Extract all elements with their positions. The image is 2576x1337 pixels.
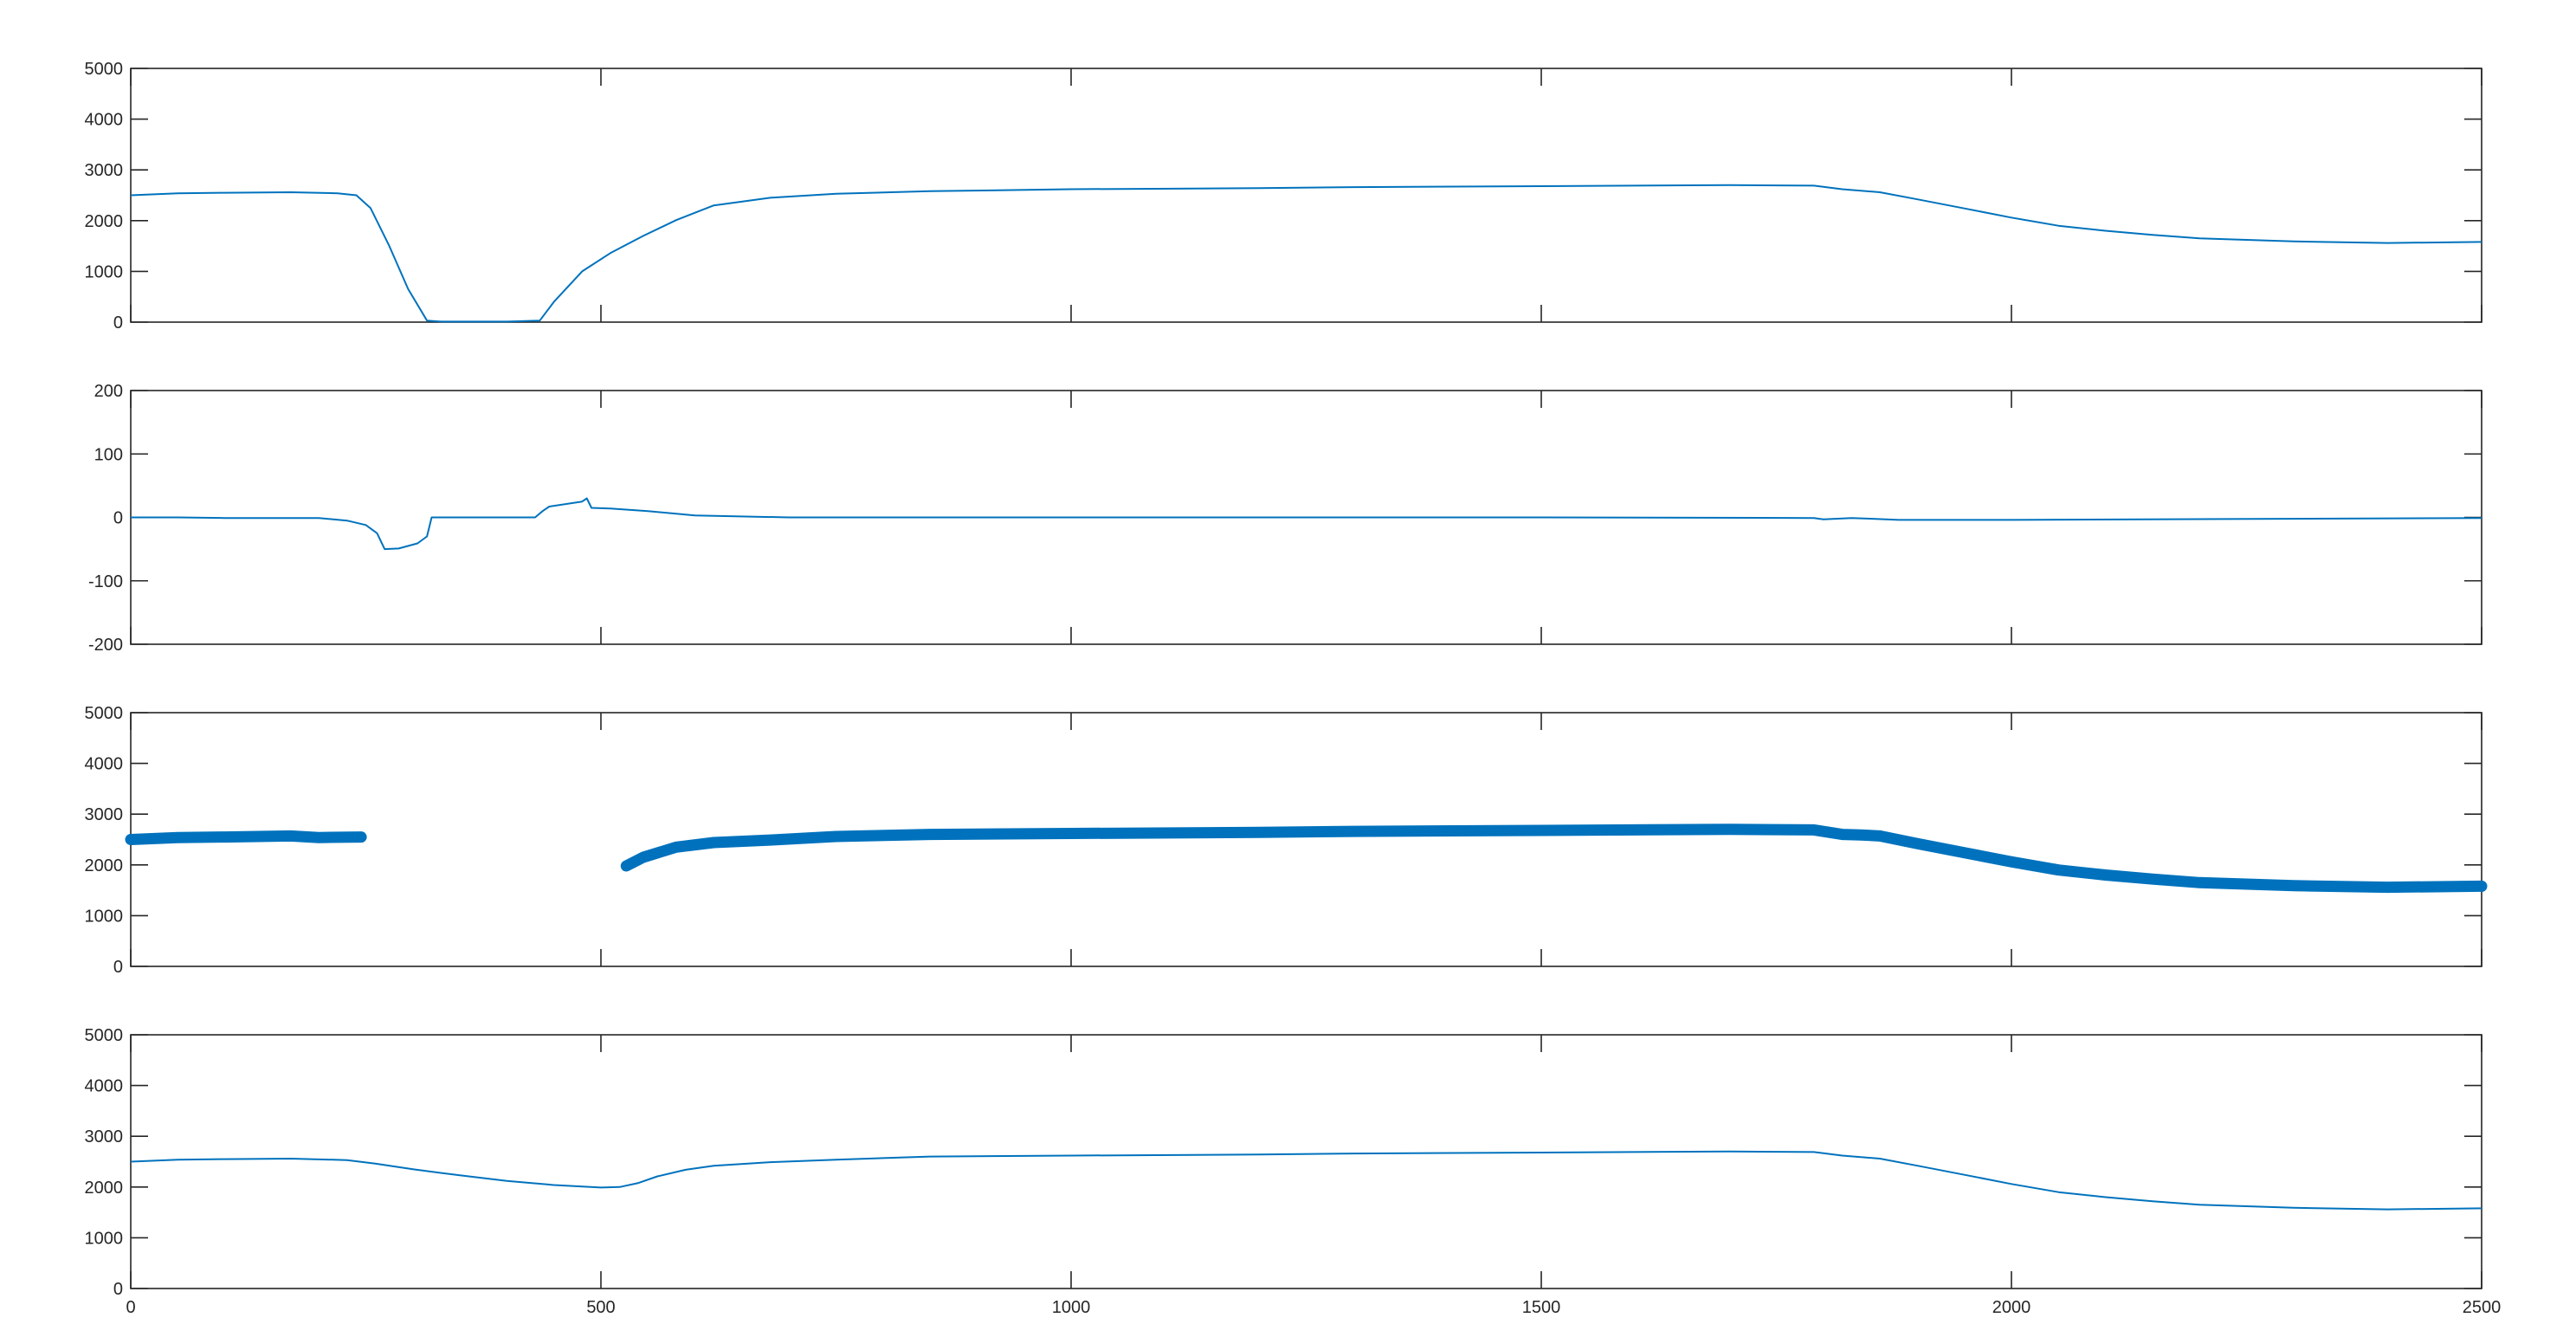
y-tick-label: 100 — [94, 445, 123, 464]
subplot-3: 0 1000 2000 3000 4000 5000 — [85, 704, 2488, 977]
x-tick-label: 1000 — [1052, 1298, 1091, 1317]
x-tick-label: 2000 — [1992, 1298, 2031, 1317]
series-line-valid-samples-2 — [620, 824, 2488, 894]
y-tick-label: -100 — [88, 572, 123, 591]
subplot-4: 0 1000 2000 3000 4000 5000 0 500 1000 1500 2000 250… — [85, 1026, 2502, 1317]
y-tick-label: 0 — [113, 1280, 123, 1299]
y-tick-label: 5000 — [85, 704, 124, 723]
y-tick-label: 1000 — [85, 262, 124, 281]
y-tick-label: 0 — [113, 509, 123, 528]
y-tick-label: 0 — [113, 313, 123, 333]
y-tick-label: 5000 — [85, 60, 124, 79]
y-tick-label: 2000 — [85, 1179, 124, 1198]
y-tick-label: 3000 — [85, 1127, 124, 1146]
y-tick-label: 2000 — [85, 212, 124, 231]
y-tick-label: 3000 — [85, 161, 124, 180]
series-line-valid-samples-1 — [125, 830, 367, 845]
y-tick-label: 4000 — [85, 1077, 124, 1096]
y-tick-label: -200 — [88, 636, 123, 655]
y-tick-label: 1000 — [85, 907, 124, 926]
series-line-derivative-1 — [131, 497, 2482, 551]
subplot-2: -200 -100 0 100 200 — [88, 382, 2482, 655]
y-tick-label: 4000 — [85, 111, 124, 130]
subplot-1: 0 1000 2000 3000 4000 5000 — [85, 60, 2482, 333]
series-line-signal-1 — [130, 184, 2482, 323]
y-tick-label: 5000 — [85, 1026, 124, 1045]
x-tick-label: 1500 — [1522, 1298, 1561, 1317]
y-tick-label: 0 — [113, 958, 123, 977]
y-tick-label: 3000 — [85, 805, 124, 824]
y-tick-label: 1000 — [85, 1229, 124, 1248]
y-tick-label: 200 — [94, 382, 123, 401]
x-tick-label: 0 — [126, 1298, 135, 1317]
y-tick-label: 2000 — [85, 856, 124, 875]
x-tick-label: 2500 — [2463, 1298, 2502, 1317]
y-tick-label: 4000 — [85, 755, 124, 774]
x-tick-label: 500 — [586, 1298, 615, 1317]
series-line-interpolated-1 — [130, 1150, 2482, 1211]
